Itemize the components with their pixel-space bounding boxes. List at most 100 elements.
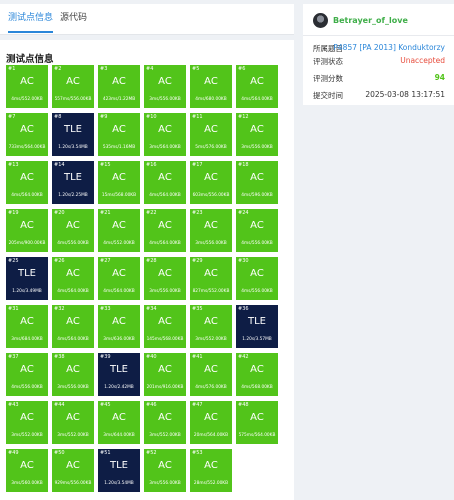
- testcase-time-memory: 4ms/564.00KB: [149, 241, 181, 246]
- testcase-cell[interactable]: #43 AC 3ms/552.00KB: [6, 401, 48, 444]
- testcase-time-memory: 3ms/552.00KB: [57, 433, 89, 438]
- testcase-cell[interactable]: #25 TLE 1.20s/3.49MB: [6, 257, 48, 300]
- testcase-number: #15: [100, 162, 111, 168]
- testcase-time-memory: 4ms/556.00KB: [57, 241, 89, 246]
- testcase-cell[interactable]: #2 AC 557ms/556.00KB: [52, 65, 94, 108]
- tab-testcase-info[interactable]: 测试点信息: [8, 4, 54, 33]
- testcase-cell[interactable]: #47 AC 20ms/564.00KB: [190, 401, 232, 444]
- testcase-cell[interactable]: #5 AC 4ms/680.00KB: [190, 65, 232, 108]
- testcase-cell[interactable]: #49 AC 3ms/560.00KB: [6, 449, 48, 492]
- testcase-cell[interactable]: #24 AC 4ms/556.00KB: [236, 209, 278, 252]
- testcase-number: #28: [146, 258, 157, 264]
- testcase-time-memory: 4ms/564.00KB: [241, 97, 273, 102]
- testcase-cell[interactable]: #34 AC 145ms/568.00KB: [144, 305, 186, 348]
- testcase-cell[interactable]: #26 AC 4ms/564.00KB: [52, 257, 94, 300]
- testcase-cell[interactable]: #15 AC 15ms/568.00KB: [98, 161, 140, 204]
- testcase-cell[interactable]: #21 AC 4ms/552.00KB: [98, 209, 140, 252]
- testcase-cell[interactable]: #51 TLE 1.20s/3.54MB: [98, 449, 140, 492]
- testcase-cell[interactable]: #22 AC 4ms/564.00KB: [144, 209, 186, 252]
- submit-time-label: 提交时间: [313, 91, 343, 100]
- testcase-number: #18: [238, 162, 249, 168]
- testcase-status: AC: [158, 124, 172, 135]
- testcase-number: #50: [54, 450, 65, 456]
- testcase-time-memory: 4ms/576.00KB: [195, 385, 227, 390]
- testcase-time-memory: 205ms/900.00KB: [8, 241, 46, 246]
- testcase-time-memory: 3ms/552.00KB: [11, 433, 43, 438]
- testcase-status: AC: [204, 460, 218, 471]
- testcase-cell[interactable]: #12 AC 3ms/556.00KB: [236, 113, 278, 156]
- testcase-cell[interactable]: #14 TLE 1.20s/2.25MB: [52, 161, 94, 204]
- testcase-number: #25: [8, 258, 19, 264]
- testcase-cell[interactable]: #53 AC 28ms/552.00KB: [190, 449, 232, 492]
- testcase-time-memory: 603ms/556.00KB: [192, 193, 230, 198]
- testcase-cell[interactable]: #8 TLE 1.20s/3.54MB: [52, 113, 94, 156]
- problem-link[interactable]: P4857 [PA 2013] Konduktorzy: [333, 43, 445, 52]
- testcase-cell[interactable]: #4 AC 3ms/556.00KB: [144, 65, 186, 108]
- testcase-cell[interactable]: #39 TLE 1.20s/2.42MB: [98, 353, 140, 396]
- testcase-cell[interactable]: #9 AC 535ms/1.16MB: [98, 113, 140, 156]
- testcase-number: #27: [100, 258, 111, 264]
- testcase-cell[interactable]: #10 AC 3ms/564.00KB: [144, 113, 186, 156]
- testcase-number: #14: [54, 162, 65, 168]
- tab-source-code[interactable]: 源代码: [60, 13, 88, 23]
- testcase-time-memory: 4ms/680.00KB: [195, 97, 227, 102]
- testcase-cell[interactable]: #29 AC 827ms/552.00KB: [190, 257, 232, 300]
- testcase-cell[interactable]: #52 AC 3ms/556.00KB: [144, 449, 186, 492]
- testcase-cell[interactable]: #40 AC 201ms/916.00KB: [144, 353, 186, 396]
- testcase-cell[interactable]: #17 AC 603ms/556.00KB: [190, 161, 232, 204]
- testcase-cell[interactable]: #41 AC 4ms/576.00KB: [190, 353, 232, 396]
- testcase-cell[interactable]: #46 AC 3ms/552.00KB: [144, 401, 186, 444]
- testcase-time-memory: 1.20s/3.57MB: [242, 337, 272, 342]
- testcase-cell[interactable]: #33 AC 3ms/636.00KB: [98, 305, 140, 348]
- testcase-status: AC: [250, 220, 264, 231]
- testcase-cell[interactable]: #35 AC 3ms/552.00KB: [190, 305, 232, 348]
- testcase-cell[interactable]: #3 AC 423ms/1.22MB: [98, 65, 140, 108]
- testcase-number: #7: [8, 114, 16, 120]
- testcase-cell[interactable]: #42 AC 4ms/568.00KB: [236, 353, 278, 396]
- testcase-cell[interactable]: #19 AC 205ms/900.00KB: [6, 209, 48, 252]
- testcase-status: AC: [204, 124, 218, 135]
- testcase-number: #40: [146, 354, 157, 360]
- testcase-cell[interactable]: #1 AC 4ms/552.00KB: [6, 65, 48, 108]
- testcase-number: #36: [238, 306, 249, 312]
- submit-time-value: 2025-03-08 13:17:51: [365, 90, 445, 99]
- testcase-status: AC: [20, 412, 34, 423]
- testcase-status: AC: [250, 124, 264, 135]
- testcase-time-memory: 5ms/576.00KB: [195, 145, 227, 150]
- testcase-number: #23: [192, 210, 203, 216]
- testcase-cell[interactable]: #16 AC 4ms/564.00KB: [144, 161, 186, 204]
- testcase-cell[interactable]: #31 AC 3ms/684.00KB: [6, 305, 48, 348]
- testcase-time-memory: 4ms/568.00KB: [241, 385, 273, 390]
- testcase-cell[interactable]: #38 AC 3ms/556.00KB: [52, 353, 94, 396]
- testcase-cell[interactable]: #23 AC 3ms/556.00KB: [190, 209, 232, 252]
- testcase-status: TLE: [110, 460, 128, 471]
- testcase-cell[interactable]: #11 AC 5ms/576.00KB: [190, 113, 232, 156]
- testcase-time-memory: 3ms/636.00KB: [103, 337, 135, 342]
- testcase-number: #42: [238, 354, 249, 360]
- testcase-cell[interactable]: #48 AC 575ms/564.00KB: [236, 401, 278, 444]
- testcase-cell[interactable]: #50 AC 929ms/556.00KB: [52, 449, 94, 492]
- testcase-cell[interactable]: #6 AC 4ms/564.00KB: [236, 65, 278, 108]
- testcase-cell[interactable]: #45 AC 3ms/644.00KB: [98, 401, 140, 444]
- testcase-cell[interactable]: #20 AC 4ms/556.00KB: [52, 209, 94, 252]
- testcase-cell[interactable]: #28 AC 3ms/556.00KB: [144, 257, 186, 300]
- testcase-time-memory: 4ms/564.00KB: [103, 289, 135, 294]
- testcase-time-memory: 201ms/916.00KB: [146, 385, 184, 390]
- testcase-cell[interactable]: #32 AC 4ms/564.00KB: [52, 305, 94, 348]
- username-link[interactable]: Betrayer_of_love: [333, 16, 408, 25]
- testcase-cell[interactable]: #37 AC 4ms/556.00KB: [6, 353, 48, 396]
- testcase-cell[interactable]: #36 TLE 1.20s/3.57MB: [236, 305, 278, 348]
- testcase-status: AC: [250, 268, 264, 279]
- testcase-status: AC: [66, 76, 80, 87]
- testcase-number: #51: [100, 450, 111, 456]
- testcase-time-memory: 28ms/552.00KB: [193, 481, 229, 486]
- testcase-cell[interactable]: #30 AC 4ms/556.00KB: [236, 257, 278, 300]
- testcase-cell[interactable]: #18 AC 4ms/596.00KB: [236, 161, 278, 204]
- testcase-cell[interactable]: #13 AC 4ms/564.00KB: [6, 161, 48, 204]
- avatar[interactable]: [313, 13, 328, 28]
- testcase-number: #53: [192, 450, 203, 456]
- testcase-cell[interactable]: #44 AC 3ms/552.00KB: [52, 401, 94, 444]
- testcase-cell[interactable]: #7 AC 733ms/564.00KB: [6, 113, 48, 156]
- testcase-number: #46: [146, 402, 157, 408]
- testcase-cell[interactable]: #27 AC 4ms/564.00KB: [98, 257, 140, 300]
